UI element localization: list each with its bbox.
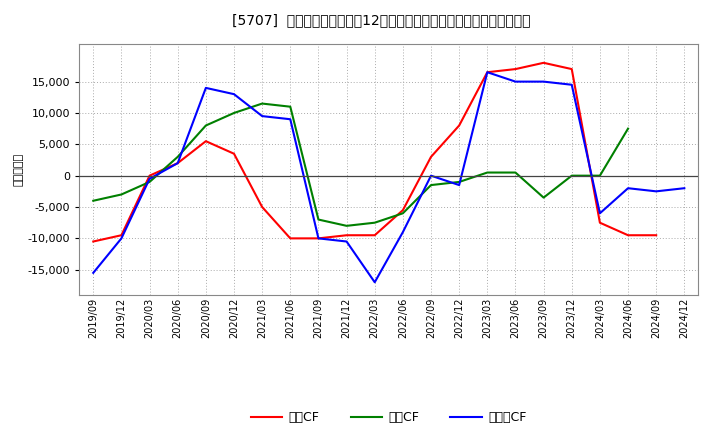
投資CF xyxy=(511,170,520,175)
フリーCF xyxy=(455,183,464,188)
投資CF xyxy=(427,183,436,188)
営業CF xyxy=(145,173,154,178)
投資CF xyxy=(455,179,464,184)
フリーCF xyxy=(89,270,98,275)
Y-axis label: （百万円）: （百万円） xyxy=(14,153,24,186)
Line: 営業CF: 営業CF xyxy=(94,63,656,242)
営業CF xyxy=(117,233,126,238)
フリーCF xyxy=(286,117,294,122)
投資CF xyxy=(89,198,98,203)
営業CF xyxy=(89,239,98,244)
フリーCF xyxy=(230,92,238,97)
営業CF xyxy=(427,154,436,159)
投資CF xyxy=(174,154,182,159)
営業CF xyxy=(342,233,351,238)
フリーCF xyxy=(680,186,688,191)
フリーCF xyxy=(652,189,660,194)
投資CF xyxy=(230,110,238,116)
投資CF xyxy=(399,211,408,216)
Legend: 営業CF, 投資CF, フリーCF: 営業CF, 投資CF, フリーCF xyxy=(246,407,531,429)
Line: フリーCF: フリーCF xyxy=(94,72,684,282)
営業CF xyxy=(595,220,604,225)
投資CF xyxy=(624,126,632,131)
フリーCF xyxy=(624,186,632,191)
フリーCF xyxy=(117,236,126,241)
フリーCF xyxy=(145,176,154,181)
営業CF xyxy=(286,236,294,241)
営業CF xyxy=(314,236,323,241)
投資CF xyxy=(286,104,294,109)
フリーCF xyxy=(511,79,520,84)
フリーCF xyxy=(370,280,379,285)
フリーCF xyxy=(174,161,182,166)
フリーCF xyxy=(202,85,210,91)
投資CF xyxy=(258,101,266,106)
営業CF xyxy=(399,208,408,213)
投資CF xyxy=(370,220,379,225)
フリーCF xyxy=(595,211,604,216)
営業CF xyxy=(202,139,210,144)
Text: [5707]  キャッシュフローの12か月移動合計の対前年同期増減額の推移: [5707] キャッシュフローの12か月移動合計の対前年同期増減額の推移 xyxy=(233,13,531,27)
フリーCF xyxy=(399,230,408,235)
フリーCF xyxy=(539,79,548,84)
営業CF xyxy=(258,204,266,210)
営業CF xyxy=(539,60,548,66)
営業CF xyxy=(624,233,632,238)
フリーCF xyxy=(483,70,492,75)
営業CF xyxy=(230,151,238,156)
営業CF xyxy=(370,233,379,238)
フリーCF xyxy=(258,114,266,119)
営業CF xyxy=(511,66,520,72)
営業CF xyxy=(483,70,492,75)
投資CF xyxy=(202,123,210,128)
営業CF xyxy=(455,123,464,128)
投資CF xyxy=(314,217,323,222)
投資CF xyxy=(539,195,548,200)
フリーCF xyxy=(314,236,323,241)
営業CF xyxy=(174,161,182,166)
営業CF xyxy=(567,66,576,72)
Line: 投資CF: 投資CF xyxy=(94,103,628,226)
投資CF xyxy=(567,173,576,178)
投資CF xyxy=(483,170,492,175)
フリーCF xyxy=(342,239,351,244)
フリーCF xyxy=(567,82,576,88)
投資CF xyxy=(342,223,351,228)
フリーCF xyxy=(427,173,436,178)
投資CF xyxy=(145,179,154,184)
投資CF xyxy=(595,173,604,178)
投資CF xyxy=(117,192,126,197)
営業CF xyxy=(652,233,660,238)
